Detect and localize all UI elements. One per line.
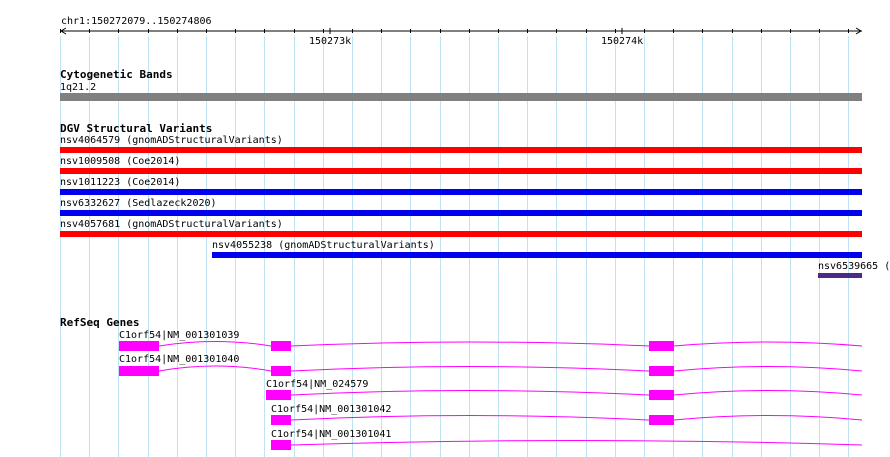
exon[interactable] [271, 415, 291, 425]
grid-lines [60, 36, 849, 457]
transcript-NM_001301039[interactable]: C1orf54|NM_001301039 [119, 330, 863, 351]
ruler[interactable]: chr1:150272079..150274806 150273k 150274… [60, 16, 862, 47]
variant-bar[interactable] [60, 147, 862, 153]
variant-label: nsv1009508 (Coe2014) [60, 156, 180, 167]
intron-line [290, 415, 863, 421]
track-title: Cytogenetic Bands [60, 68, 173, 81]
ruler-tick-label: 150274k [601, 36, 643, 47]
variant-label: nsv6539665 ( [818, 261, 890, 272]
transcript-label: C1orf54|NM_001301042 [271, 404, 391, 415]
variant-bar[interactable] [60, 210, 862, 216]
transcript-NM_024579[interactable]: C1orf54|NM_024579 [266, 379, 863, 400]
exon[interactable] [271, 440, 291, 450]
transcript-NM_001301040[interactable]: C1orf54|NM_001301040 [119, 354, 863, 376]
intron-line [290, 440, 863, 446]
cytoband-bar[interactable] [60, 93, 862, 101]
exon[interactable] [649, 415, 674, 425]
transcript-label: C1orf54|NM_001301039 [119, 330, 239, 341]
variant-bar[interactable] [60, 168, 862, 174]
intron-line [158, 341, 863, 347]
exon[interactable] [649, 390, 674, 400]
band-label: 1q21.2 [60, 82, 96, 93]
variant-label: nsv6332627 (Sedlazeck2020) [60, 198, 217, 209]
transcript-label: C1orf54|NM_001301040 [119, 354, 239, 365]
variant-label: nsv4057681 (gnomADStructuralVariants) [60, 219, 283, 230]
variant-label: nsv4064579 (gnomADStructuralVariants) [60, 135, 283, 146]
variant-bar[interactable] [60, 231, 862, 237]
ruler-tick-label: 150273k [309, 36, 351, 47]
ruler-location-label: chr1:150272079..150274806 [61, 16, 212, 27]
variant-bar[interactable] [60, 189, 862, 195]
exon[interactable] [649, 366, 674, 376]
track-cytogenetic-bands[interactable]: Cytogenetic Bands 1q21.2 [60, 68, 862, 101]
exon[interactable] [271, 341, 291, 351]
variant-label: nsv4055238 (gnomADStructuralVariants) [212, 240, 435, 251]
variant-bar[interactable] [212, 252, 862, 258]
transcript-NM_001301042[interactable]: C1orf54|NM_001301042 [271, 404, 863, 425]
transcript-NM_001301041[interactable]: C1orf54|NM_001301041 [271, 429, 863, 450]
exon[interactable] [119, 366, 159, 376]
exon[interactable] [271, 366, 291, 376]
track-title: RefSeq Genes [60, 316, 139, 329]
track-refseq-genes[interactable]: RefSeq Genes C1orf54|NM_001301039 C1orf5… [60, 316, 863, 450]
track-dgv-structural-variants[interactable]: DGV Structural Variants nsv4064579 (gnom… [60, 122, 890, 278]
track-title: DGV Structural Variants [60, 122, 212, 135]
transcript-label: C1orf54|NM_024579 [266, 379, 368, 390]
variant-label: nsv1011223 (Coe2014) [60, 177, 180, 188]
intron-line [158, 365, 863, 372]
ruler-right-arrow-icon [855, 27, 862, 35]
ruler-ticks [60, 29, 849, 33]
exon[interactable] [649, 341, 674, 351]
transcript-label: C1orf54|NM_001301041 [271, 429, 391, 440]
exon[interactable] [266, 390, 291, 400]
variant-bar[interactable] [818, 273, 862, 278]
exon[interactable] [119, 341, 159, 351]
intron-line [290, 390, 863, 396]
